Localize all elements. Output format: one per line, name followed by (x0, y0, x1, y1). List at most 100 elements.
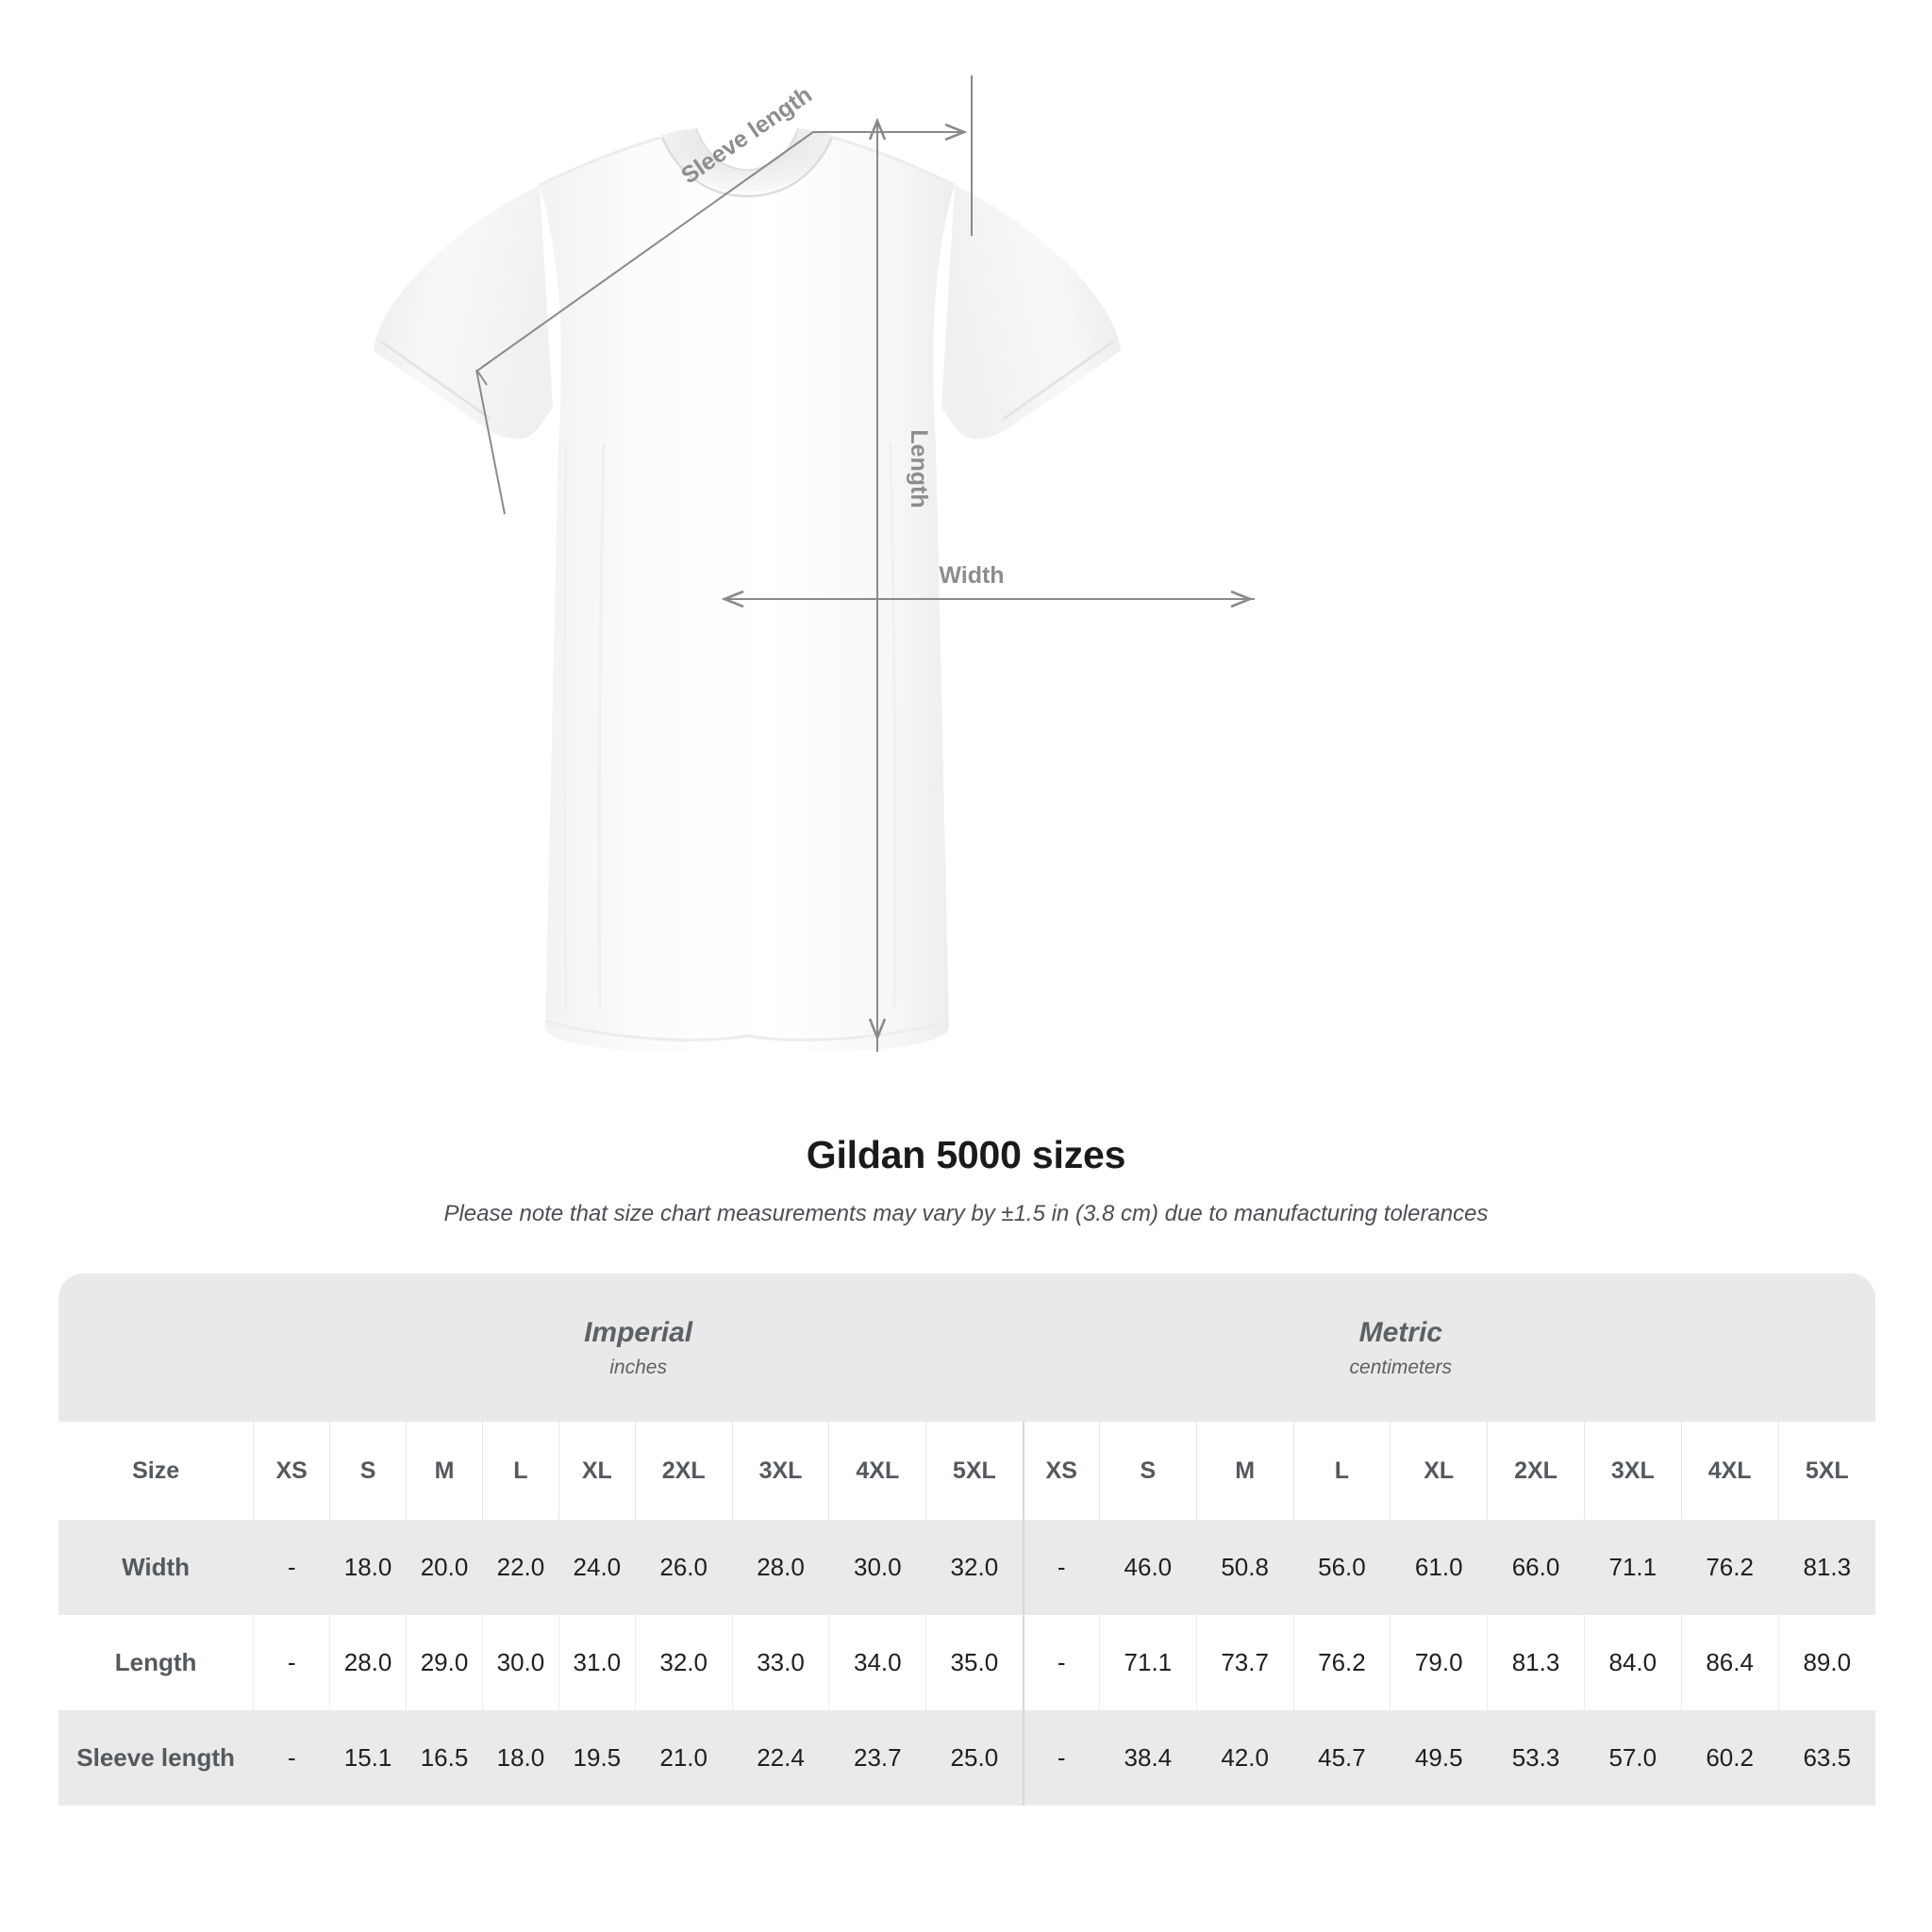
cell-length-met-1: 71.1 (1098, 1615, 1197, 1710)
cell-length-imp-8: 35.0 (925, 1615, 1024, 1710)
size-header-imp-5xl: 5XL (925, 1422, 1024, 1520)
cell-width-met-7: 76.2 (1680, 1520, 1779, 1615)
size-header-imp-2xl: 2XL (634, 1422, 733, 1520)
caption-block: Gildan 5000 sizes Please note that size … (0, 1132, 1932, 1228)
cell-width-met-5: 66.0 (1487, 1520, 1585, 1615)
size-header-imp-xs: XS (253, 1422, 330, 1520)
size-header-met-4xl: 4XL (1680, 1422, 1779, 1520)
cell-sleeve-met-2: 42.0 (1195, 1710, 1294, 1806)
cell-width-met-2: 50.8 (1195, 1520, 1294, 1615)
tshirt-body (540, 136, 955, 1052)
cell-sleeve-met-8: 63.5 (1777, 1710, 1875, 1806)
cell-length-met-2: 73.7 (1195, 1615, 1294, 1710)
size-header-imp-l: L (481, 1422, 559, 1520)
size-header-imp-s: S (329, 1422, 407, 1520)
cell-length-imp-5: 32.0 (634, 1615, 733, 1710)
size-header-met-3xl: 3XL (1583, 1422, 1682, 1520)
cell-width-met-1: 46.0 (1098, 1520, 1197, 1615)
sleeve-length-guide (475, 75, 973, 515)
tshirt-illustration: Sleeve length Length Width (374, 75, 1255, 1052)
left-sleeve (374, 185, 553, 440)
size-header-row: Size XS S M L XL 2XL 3XL 4XL 5XL XS S M … (58, 1422, 1875, 1520)
size-header-imp-3xl: 3XL (731, 1422, 829, 1520)
cell-width-imp-2: 20.0 (406, 1520, 483, 1615)
size-table-container: Imperial inches Metric centimeters Size … (58, 1274, 1875, 1806)
unit-group-metric-name: Metric (1358, 1317, 1442, 1349)
cell-sleeve-met-0: - (1022, 1710, 1100, 1806)
cell-length-met-8: 89.0 (1777, 1615, 1875, 1710)
length-label: Length (906, 429, 932, 508)
unit-spacer-left (58, 1274, 254, 1422)
cell-sleeve-imp-3: 18.0 (481, 1710, 559, 1806)
tshirt-svg: Sleeve length Length Width (374, 75, 1255, 1052)
cell-sleeve-met-3: 45.7 (1292, 1710, 1391, 1806)
size-header-met-xs: XS (1022, 1422, 1100, 1520)
cell-length-imp-0: - (253, 1615, 330, 1710)
size-header-met-2xl: 2XL (1487, 1422, 1585, 1520)
size-header-met-l: L (1292, 1422, 1391, 1520)
size-header-met-s: S (1098, 1422, 1197, 1520)
cell-width-imp-3: 22.0 (481, 1520, 559, 1615)
size-header-met-5xl: 5XL (1777, 1422, 1875, 1520)
row-label-width: Width (58, 1520, 254, 1615)
unit-group-metric: Metric centimeters (1023, 1274, 1779, 1422)
cell-sleeve-imp-7: 23.7 (828, 1710, 926, 1806)
cell-sleeve-imp-6: 22.4 (731, 1710, 829, 1806)
right-sleeve (941, 185, 1121, 440)
table-row: Width - 18.0 20.0 22.0 24.0 26.0 28.0 30… (58, 1520, 1875, 1615)
unit-group-imperial-name: Imperial (584, 1317, 693, 1349)
cell-sleeve-met-1: 38.4 (1098, 1710, 1197, 1806)
tshirt-garment (374, 127, 1121, 1052)
cell-length-imp-3: 30.0 (481, 1615, 559, 1710)
cell-sleeve-imp-8: 25.0 (925, 1710, 1024, 1806)
cell-length-imp-7: 34.0 (828, 1615, 926, 1710)
size-header-imp-xl: XL (558, 1422, 636, 1520)
cell-width-met-0: - (1022, 1520, 1100, 1615)
cell-length-imp-6: 33.0 (731, 1615, 829, 1710)
tolerance-note: Please note that size chart measurements… (443, 1201, 1489, 1227)
cell-length-imp-1: 28.0 (329, 1615, 407, 1710)
size-header-imp-4xl: 4XL (828, 1422, 926, 1520)
cell-length-met-6: 84.0 (1583, 1615, 1682, 1710)
unit-group-imperial: Imperial inches (253, 1274, 1024, 1422)
cell-sleeve-met-4: 49.5 (1390, 1710, 1488, 1806)
cell-sleeve-met-5: 53.3 (1487, 1710, 1585, 1806)
cell-width-imp-7: 30.0 (828, 1520, 926, 1615)
cell-sleeve-imp-5: 21.0 (634, 1710, 733, 1806)
row-label-length: Length (58, 1615, 254, 1710)
size-table: Imperial inches Metric centimeters Size … (58, 1274, 1875, 1806)
table-row: Length - 28.0 29.0 30.0 31.0 32.0 33.0 3… (58, 1615, 1875, 1710)
cell-width-imp-6: 28.0 (731, 1520, 829, 1615)
unit-group-metric-unit: centimeters (1349, 1356, 1453, 1378)
cell-width-imp-0: - (253, 1520, 330, 1615)
cell-length-met-7: 86.4 (1680, 1615, 1779, 1710)
cell-width-imp-5: 26.0 (634, 1520, 733, 1615)
cell-width-met-6: 71.1 (1583, 1520, 1682, 1615)
cell-length-met-4: 79.0 (1390, 1615, 1488, 1710)
cell-sleeve-met-7: 60.2 (1680, 1710, 1779, 1806)
unit-group-imperial-unit: inches (609, 1356, 667, 1378)
cell-sleeve-met-6: 57.0 (1583, 1710, 1682, 1806)
size-header-met-xl: XL (1390, 1422, 1488, 1520)
size-header-imp-m: M (406, 1422, 483, 1520)
cell-sleeve-imp-1: 15.1 (329, 1710, 407, 1806)
row-label-sleeve-length: Sleeve length (58, 1710, 254, 1806)
cell-width-met-4: 61.0 (1390, 1520, 1488, 1615)
cell-width-met-8: 81.3 (1777, 1520, 1875, 1615)
width-label: Width (939, 562, 1004, 589)
measurement-guides (475, 75, 1255, 1052)
cell-length-met-3: 76.2 (1292, 1615, 1391, 1710)
table-row: Sleeve length - 15.1 16.5 18.0 19.5 21.0… (58, 1710, 1875, 1806)
cell-length-met-0: - (1022, 1615, 1100, 1710)
cell-sleeve-imp-2: 16.5 (406, 1710, 483, 1806)
cell-width-imp-1: 18.0 (329, 1520, 407, 1615)
size-header-label: Size (58, 1422, 254, 1520)
unit-spacer-right (1778, 1274, 1875, 1422)
page-title: Gildan 5000 sizes (806, 1133, 1126, 1176)
cell-width-imp-4: 24.0 (558, 1520, 636, 1615)
cell-length-imp-2: 29.0 (406, 1615, 483, 1710)
unit-banner-row: Imperial inches Metric centimeters (58, 1274, 1875, 1422)
cell-sleeve-imp-4: 19.5 (558, 1710, 636, 1806)
cell-sleeve-imp-0: - (253, 1710, 330, 1806)
